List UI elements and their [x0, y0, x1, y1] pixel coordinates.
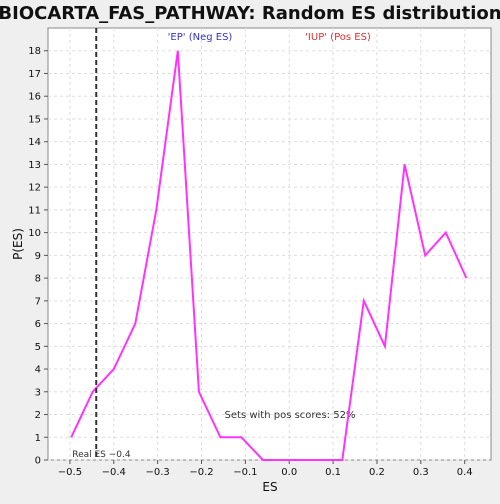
- grid-layer: [48, 28, 491, 461]
- y-tick-label: 9: [35, 251, 41, 262]
- y-tick-label: 12: [28, 183, 41, 194]
- neg-es-label: 'EP' (Neg ES): [168, 32, 233, 43]
- y-tick-label: 11: [28, 205, 41, 216]
- y-tick-label: 13: [28, 160, 41, 171]
- x-tick-label: 0.2: [369, 467, 385, 478]
- x-tick-label: −0.1: [233, 467, 257, 478]
- x-tick-label: 0.0: [281, 467, 297, 478]
- y-tick-label: 8: [35, 274, 41, 285]
- marker-layer: Real ES −0.4: [72, 28, 131, 460]
- y-tick-label: 16: [28, 92, 41, 103]
- y-tick-label: 17: [28, 69, 41, 80]
- chart-title: BIOCARTA_FAS_PATHWAY: Random ES distribu…: [0, 3, 500, 24]
- y-tick-label: 5: [35, 342, 41, 353]
- axis-layer: −0.5 −0.4 −0.3 −0.2 −0.1 0.0 0.1 0.2 0.3 0.401234…: [28, 46, 472, 478]
- y-tick-label: 3: [35, 387, 41, 398]
- pos-es-label: 'IUP' (Pos ES): [305, 32, 371, 43]
- y-tick-label: 10: [28, 228, 41, 239]
- x-tick-label: 0.4: [457, 467, 473, 478]
- y-tick-label: 15: [28, 114, 41, 125]
- y-tick-label: 0: [35, 456, 41, 467]
- x-tick-label: 0.3: [413, 467, 429, 478]
- x-axis-label: ES: [262, 480, 277, 494]
- pos-scores-annotation: Sets with pos scores: 52%: [225, 410, 356, 421]
- real-es-label: Real ES −0.4: [72, 450, 131, 460]
- series-layer: [70, 50, 468, 461]
- x-tick-label: −0.2: [189, 467, 213, 478]
- distribution-line: [70, 50, 468, 461]
- plot-area: [47, 27, 492, 461]
- y-tick-label: 4: [35, 365, 41, 376]
- y-tick-label: 6: [35, 319, 41, 330]
- y-tick-label: 14: [28, 137, 41, 148]
- x-tick-label: −0.3: [146, 467, 170, 478]
- x-tick-label: −0.5: [58, 467, 82, 478]
- y-tick-label: 2: [35, 410, 41, 421]
- x-tick-label: −0.4: [102, 467, 126, 478]
- y-tick-label: 1: [35, 433, 41, 444]
- y-tick-label: 18: [28, 46, 41, 57]
- y-tick-label: 7: [35, 296, 41, 307]
- x-tick-label: 0.1: [325, 467, 341, 478]
- y-axis-label: P(ES): [11, 228, 25, 260]
